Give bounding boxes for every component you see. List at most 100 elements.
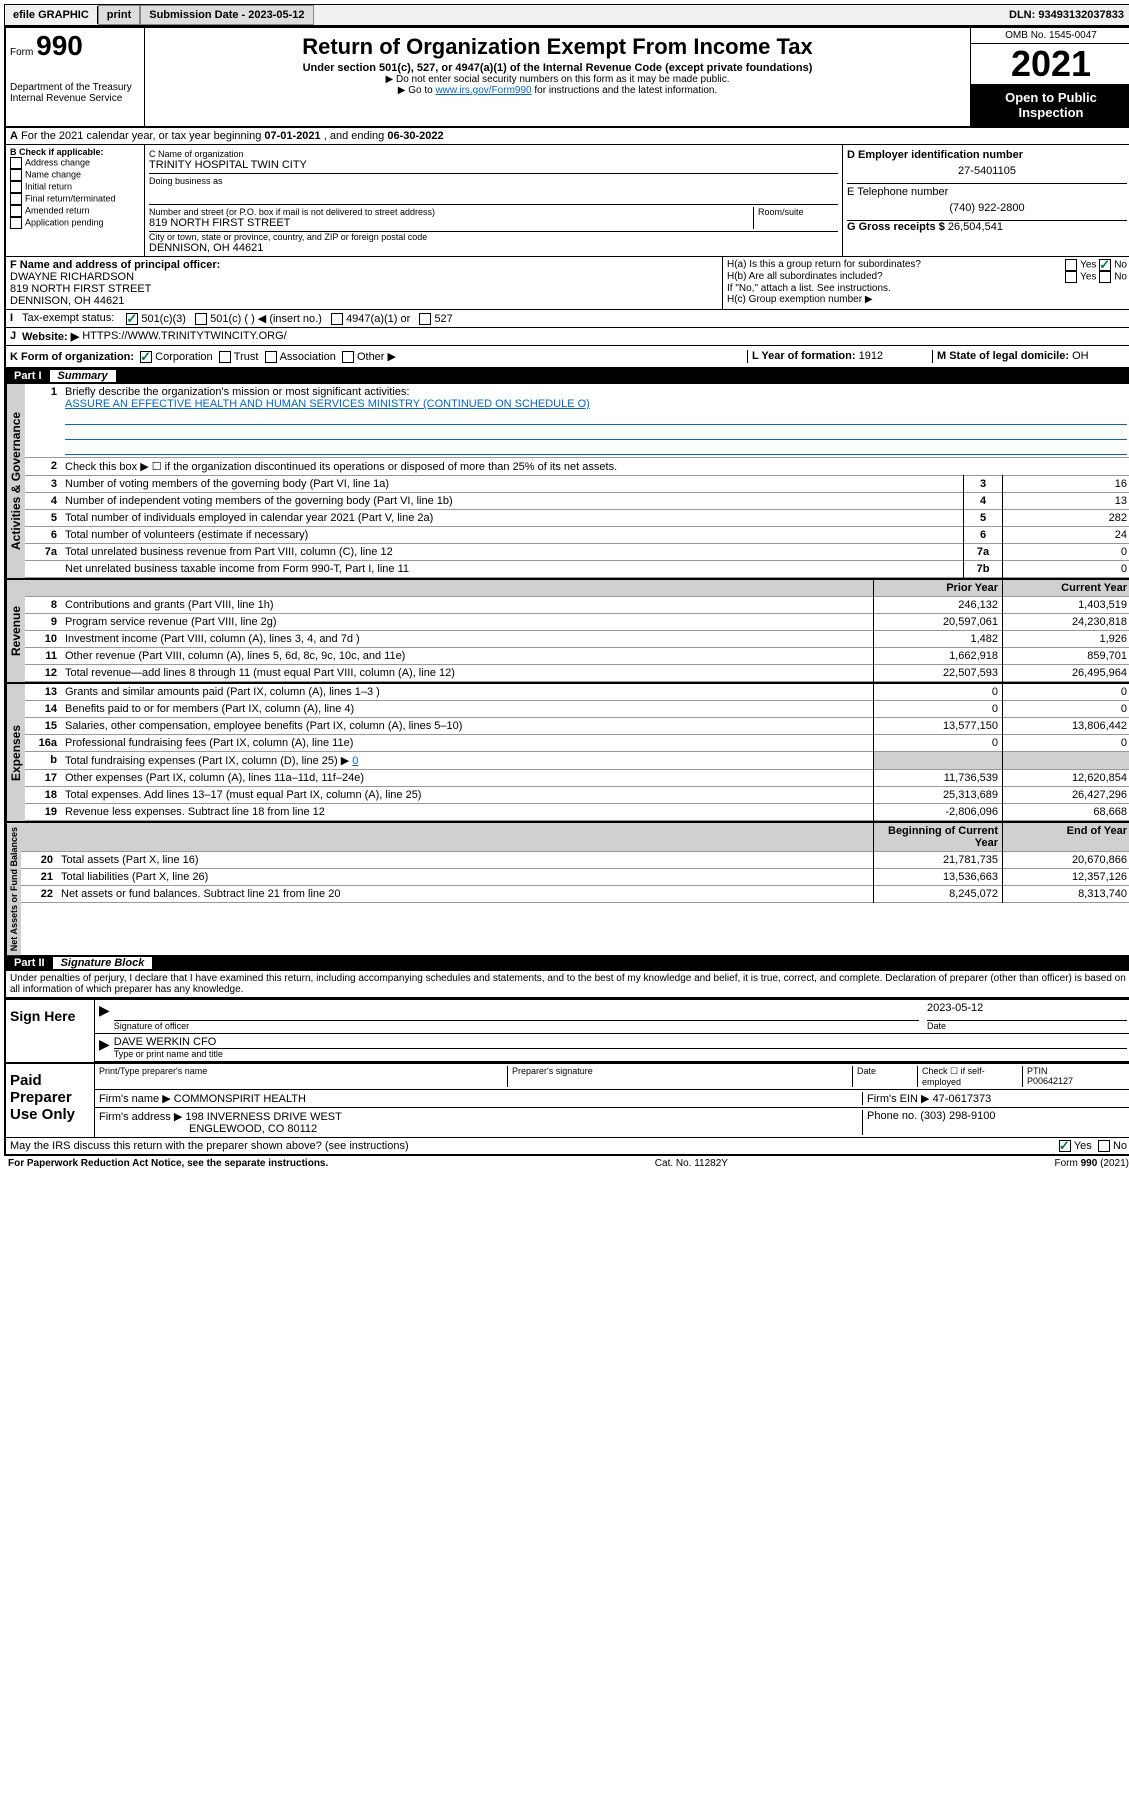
boxk-checkbox[interactable] <box>342 351 354 363</box>
boxb-checkbox[interactable] <box>10 205 22 217</box>
boxk-checkbox[interactable] <box>219 351 231 363</box>
exp-vlabel: Expenses <box>6 684 25 821</box>
ha-no-checkbox[interactable] <box>1099 259 1111 271</box>
current-val: 859,701 <box>1003 648 1129 665</box>
501c-checkbox[interactable] <box>195 313 207 325</box>
current-val: 1,926 <box>1003 631 1129 648</box>
boxb-checkbox[interactable] <box>10 181 22 193</box>
discuss-no-checkbox[interactable] <box>1098 1140 1110 1152</box>
revenue-section: Revenue Prior YearCurrent Year 8Contribu… <box>6 580 1129 684</box>
line-text: Salaries, other compensation, employee b… <box>61 718 874 735</box>
hb-yes-checkbox[interactable] <box>1065 271 1077 283</box>
entity-block: B Check if applicable: Address changeNam… <box>6 145 1129 257</box>
current-val: 1,403,519 <box>1003 597 1129 614</box>
firm-name-label: Firm's name ▶ <box>99 1093 171 1105</box>
addr-label: Number and street (or P.O. box if mail i… <box>149 207 753 217</box>
self-employed-label: Check ☐ if self-employed <box>918 1066 1023 1087</box>
phone-value: (740) 922-2800 <box>847 198 1127 218</box>
current-val: 26,427,296 <box>1003 787 1129 804</box>
form-number: 990 <box>36 30 83 61</box>
header-left: Form 990 Department of the Treasury Inte… <box>6 28 145 126</box>
discuss-yes-checkbox[interactable] <box>1059 1140 1071 1152</box>
prior-val: 13,577,150 <box>874 718 1003 735</box>
current-val: 0 <box>1003 684 1129 701</box>
527-checkbox[interactable] <box>419 313 431 325</box>
prior-val: 25,313,689 <box>874 787 1003 804</box>
boxb-checkbox[interactable] <box>10 217 22 229</box>
prior-year-header: Prior Year <box>874 580 1003 597</box>
note-ssn: ▶ Do not enter social security numbers o… <box>149 74 966 85</box>
arrow-icon: ▶ <box>99 1036 114 1059</box>
street-address: 819 NORTH FIRST STREET <box>149 217 753 229</box>
box-d-e-g: D Employer identification number 27-5401… <box>842 145 1129 256</box>
boxb-checkbox[interactable] <box>10 193 22 205</box>
dba-label: Doing business as <box>149 176 838 186</box>
prior-val: 0 <box>874 701 1003 718</box>
line-text: Other expenses (Part IX, column (A), lin… <box>61 770 874 787</box>
boxb-checkbox[interactable] <box>10 157 22 169</box>
year-formation: 1912 <box>859 350 883 362</box>
firm-addr-label: Firm's address ▶ <box>99 1111 182 1123</box>
line-text: Other revenue (Part VIII, column (A), li… <box>61 648 874 665</box>
mission-text: ASSURE AN EFFECTIVE HEALTH AND HUMAN SER… <box>65 398 590 410</box>
footer-right: Form 990 (2021) <box>1055 1158 1129 1169</box>
gov-vlabel: Activities & Governance <box>6 384 25 578</box>
year-formation-label: L Year of formation: <box>752 350 856 362</box>
box-b: B Check if applicable: Address changeNam… <box>6 145 145 256</box>
irs-label: Internal Revenue Service <box>10 93 140 104</box>
firm-phone: (303) 298-9100 <box>920 1110 995 1122</box>
form-container: Form 990 Department of the Treasury Inte… <box>4 26 1129 1156</box>
line-text: Total assets (Part X, line 16) <box>57 852 874 869</box>
current-year-header: Current Year <box>1003 580 1129 597</box>
line6-val: 24 <box>1003 527 1129 544</box>
print-button[interactable]: print <box>98 5 140 25</box>
ha-label: H(a) Is this a group return for subordin… <box>727 259 921 271</box>
line16b-val: 0 <box>352 755 358 767</box>
paid-preparer-label: Paid Preparer Use Only <box>6 1064 94 1137</box>
tax-status-label: Tax-exempt status: <box>22 312 114 325</box>
arrow-icon: ▶ <box>99 1002 114 1031</box>
discuss-row: May the IRS discuss this return with the… <box>6 1137 1129 1154</box>
firm-addr1: 198 INVERNESS DRIVE WEST <box>185 1111 342 1123</box>
prior-val: 246,132 <box>874 597 1003 614</box>
box-f: F Name and address of principal officer:… <box>6 257 722 309</box>
top-bar: efile GRAPHIC print Submission Date - 20… <box>4 4 1129 26</box>
current-val: 24,230,818 <box>1003 614 1129 631</box>
line7b: Net unrelated business taxable income fr… <box>61 561 964 578</box>
firm-ein-label: Firm's EIN ▶ <box>867 1093 930 1105</box>
4947-checkbox[interactable] <box>331 313 343 325</box>
line7a-val: 0 <box>1003 544 1129 561</box>
boxk-checkbox[interactable] <box>265 351 277 363</box>
begin-year-header: Beginning of Current Year <box>874 823 1003 852</box>
irs-link[interactable]: www.irs.gov/Form990 <box>435 85 531 96</box>
form-prefix: Form <box>10 47 33 58</box>
501c3-checkbox[interactable] <box>126 313 138 325</box>
current-val: 68,668 <box>1003 804 1129 821</box>
phone-label: E Telephone number <box>847 186 1127 198</box>
firm-ein: 47-0617373 <box>933 1093 992 1105</box>
line-text: Total expenses. Add lines 13–17 (must eq… <box>61 787 874 804</box>
ha-yes-checkbox[interactable] <box>1065 259 1077 271</box>
net-section: Net Assets or Fund Balances Beginning of… <box>6 823 1129 955</box>
part2-header: Part II Signature Block <box>6 955 1129 971</box>
efile-label: efile GRAPHIC <box>5 6 98 24</box>
header-mid: Return of Organization Exempt From Incom… <box>145 28 970 126</box>
boxb-checkbox[interactable] <box>10 169 22 181</box>
prep-name-label: Print/Type preparer's name <box>99 1066 508 1087</box>
boxk-checkbox[interactable] <box>140 351 152 363</box>
hb-label: H(b) Are all subordinates included? <box>727 271 883 283</box>
note-link: ▶ Go to www.irs.gov/Form990 for instruct… <box>149 85 966 96</box>
penalty-text: Under penalties of perjury, I declare th… <box>6 971 1129 998</box>
paid-preparer-block: Paid Preparer Use Only Print/Type prepar… <box>6 1062 1129 1137</box>
box-h: H(a) Is this a group return for subordin… <box>722 257 1129 309</box>
hb-no-checkbox[interactable] <box>1099 271 1111 283</box>
line-text: Program service revenue (Part VIII, line… <box>61 614 874 631</box>
firm-phone-label: Phone no. <box>867 1110 917 1122</box>
city-value: DENNISON, OH 44621 <box>149 242 838 254</box>
city-label: City or town, state or province, country… <box>149 232 838 242</box>
line4-val: 13 <box>1003 493 1129 510</box>
line3-val: 16 <box>1003 476 1129 493</box>
officer-label: F Name and address of principal officer: <box>10 259 220 271</box>
org-name-label: C Name of organization <box>149 149 838 159</box>
form-title: Return of Organization Exempt From Incom… <box>149 34 966 60</box>
